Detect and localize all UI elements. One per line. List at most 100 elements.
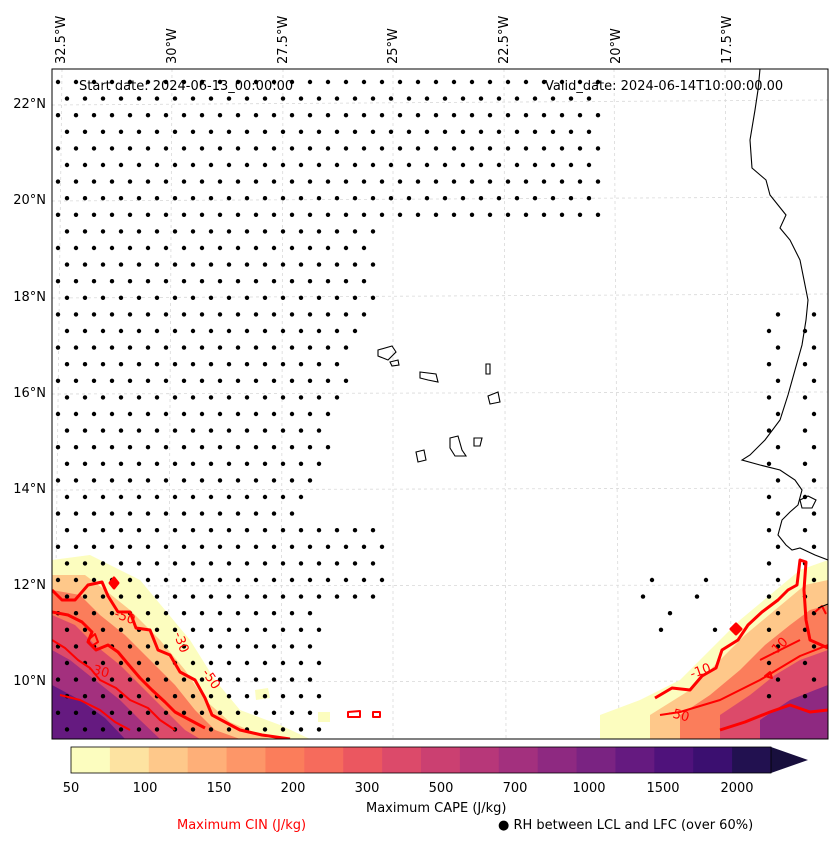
rh-dot [172, 428, 178, 433]
rh-dot [235, 478, 241, 483]
rh-dot [91, 710, 97, 715]
rh-dot [109, 445, 115, 450]
rh-dot [766, 328, 772, 334]
rh-dot [217, 345, 223, 350]
rh-dot [244, 295, 250, 300]
rh-dot [271, 544, 277, 549]
colorbar-segment [654, 747, 694, 773]
rh-dot [811, 411, 817, 417]
rh-dot [82, 461, 88, 466]
rh-dot [136, 727, 142, 732]
rh-dot [802, 461, 808, 466]
rh-dot [298, 494, 304, 500]
rh-dot [406, 129, 412, 134]
rh-dot [586, 129, 592, 134]
rh-dot [334, 96, 340, 101]
rh-dot [55, 511, 61, 516]
rh-dot [316, 328, 322, 334]
rh-dot [244, 362, 250, 367]
rh-dot [199, 79, 205, 85]
colorbar-segment [148, 747, 189, 773]
rh-dot [766, 362, 772, 367]
rh-dot [55, 710, 61, 715]
rh-dot [253, 245, 259, 251]
rh-dot [415, 212, 421, 217]
rh-dot [253, 544, 259, 549]
rh-dot [190, 528, 196, 533]
rh-dot [154, 196, 160, 201]
rh-dot [181, 79, 187, 85]
rh-dot [775, 644, 781, 649]
rh-dot [244, 196, 250, 201]
rh-dot [244, 262, 250, 267]
rh-dot [253, 644, 259, 649]
rh-dot [136, 494, 142, 500]
rh-dot [298, 461, 304, 466]
rh-dot [109, 345, 115, 350]
rh-dot [334, 395, 340, 400]
colorbar-segment [71, 747, 111, 773]
rh-dot [298, 362, 304, 367]
rh-dot [343, 113, 349, 118]
rh-dot [442, 96, 448, 101]
rh-dot [280, 528, 286, 533]
rh-dot [289, 644, 295, 649]
rh-dot [82, 328, 88, 334]
rh-dot [64, 561, 70, 566]
rh-dot [100, 96, 106, 101]
rh-dot [244, 561, 250, 566]
rh-dot [811, 478, 817, 483]
rh-dot [181, 345, 187, 350]
rh-dot [469, 79, 475, 85]
rh-dot [577, 212, 583, 217]
rh-dot [235, 212, 241, 217]
rh-dot [496, 129, 502, 134]
rh-dot [343, 345, 349, 350]
rh-dot [136, 428, 142, 433]
rh-dot [145, 146, 151, 151]
rh-dot [181, 179, 187, 184]
rh-dot [361, 245, 367, 251]
rh-dot [73, 411, 79, 417]
rh-dot [325, 212, 331, 217]
rh-dot [289, 113, 295, 118]
rh-dot [172, 627, 178, 632]
rh-dot [199, 677, 205, 682]
rh-dot [280, 295, 286, 300]
rh-dot [109, 279, 115, 284]
rh-dot [118, 561, 124, 566]
rh-dot [280, 262, 286, 267]
rh-dot [55, 79, 61, 85]
rh-dot [433, 146, 439, 151]
rh-dot [280, 494, 286, 500]
rh-dot [325, 245, 331, 251]
rh-dot [244, 428, 250, 433]
rh-dot [325, 146, 331, 151]
lon-label: 27.5°W [276, 15, 291, 64]
rh-dot [586, 162, 592, 168]
rh-dot [280, 428, 286, 433]
rh-dot [280, 96, 286, 101]
rh-dot [433, 212, 439, 217]
rh-dot [199, 113, 205, 118]
colorbar-tick: 1000 [572, 781, 606, 796]
rh-dot [163, 544, 169, 549]
rh-dot [307, 312, 313, 317]
rh-dot [217, 79, 223, 85]
rh-dot [91, 677, 97, 682]
rh-dot [262, 594, 268, 599]
rh-dot [541, 146, 547, 151]
lat-label: 10°N [13, 674, 46, 689]
rh-dot [244, 162, 250, 168]
rh-dot [253, 345, 259, 350]
rh-dot [181, 478, 187, 483]
rh-dot [523, 113, 529, 118]
rh-dot [253, 279, 259, 284]
rh-legend-label: RH between LCL and LFC (over 60%) [513, 818, 754, 833]
rh-dot [262, 561, 268, 566]
rh-dot [208, 196, 214, 201]
rh-dot [154, 594, 160, 599]
rh-dot [217, 245, 223, 251]
rh-dot [127, 113, 133, 118]
rh-dot [811, 677, 817, 682]
